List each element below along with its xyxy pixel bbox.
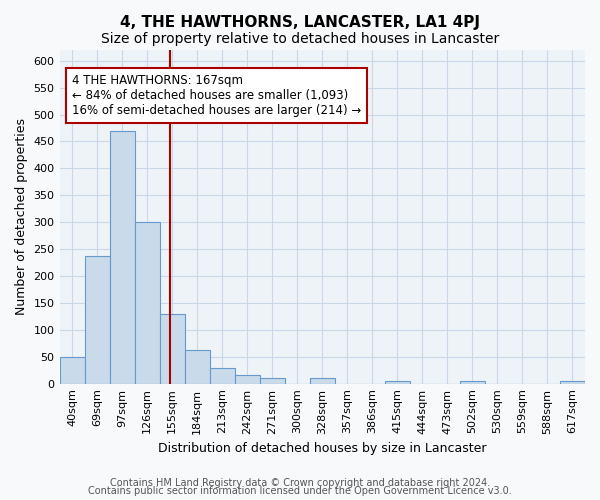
Bar xyxy=(385,381,410,384)
Bar xyxy=(110,130,134,384)
Y-axis label: Number of detached properties: Number of detached properties xyxy=(15,118,28,316)
Text: Contains HM Land Registry data © Crown copyright and database right 2024.: Contains HM Land Registry data © Crown c… xyxy=(110,478,490,488)
X-axis label: Distribution of detached houses by size in Lancaster: Distribution of detached houses by size … xyxy=(158,442,487,455)
Text: Contains public sector information licensed under the Open Government Licence v3: Contains public sector information licen… xyxy=(88,486,512,496)
Text: Size of property relative to detached houses in Lancaster: Size of property relative to detached ho… xyxy=(101,32,499,46)
Bar xyxy=(160,314,185,384)
Bar xyxy=(209,368,235,384)
Bar xyxy=(185,350,209,384)
Bar xyxy=(59,357,85,384)
Bar xyxy=(460,381,485,384)
Text: 4 THE HAWTHORNS: 167sqm
← 84% of detached houses are smaller (1,093)
16% of semi: 4 THE HAWTHORNS: 167sqm ← 84% of detache… xyxy=(72,74,361,117)
Bar xyxy=(560,381,585,384)
Bar xyxy=(85,256,110,384)
Bar xyxy=(310,378,335,384)
Bar xyxy=(235,375,260,384)
Bar xyxy=(134,222,160,384)
Text: 4, THE HAWTHORNS, LANCASTER, LA1 4PJ: 4, THE HAWTHORNS, LANCASTER, LA1 4PJ xyxy=(120,15,480,30)
Bar xyxy=(260,378,285,384)
